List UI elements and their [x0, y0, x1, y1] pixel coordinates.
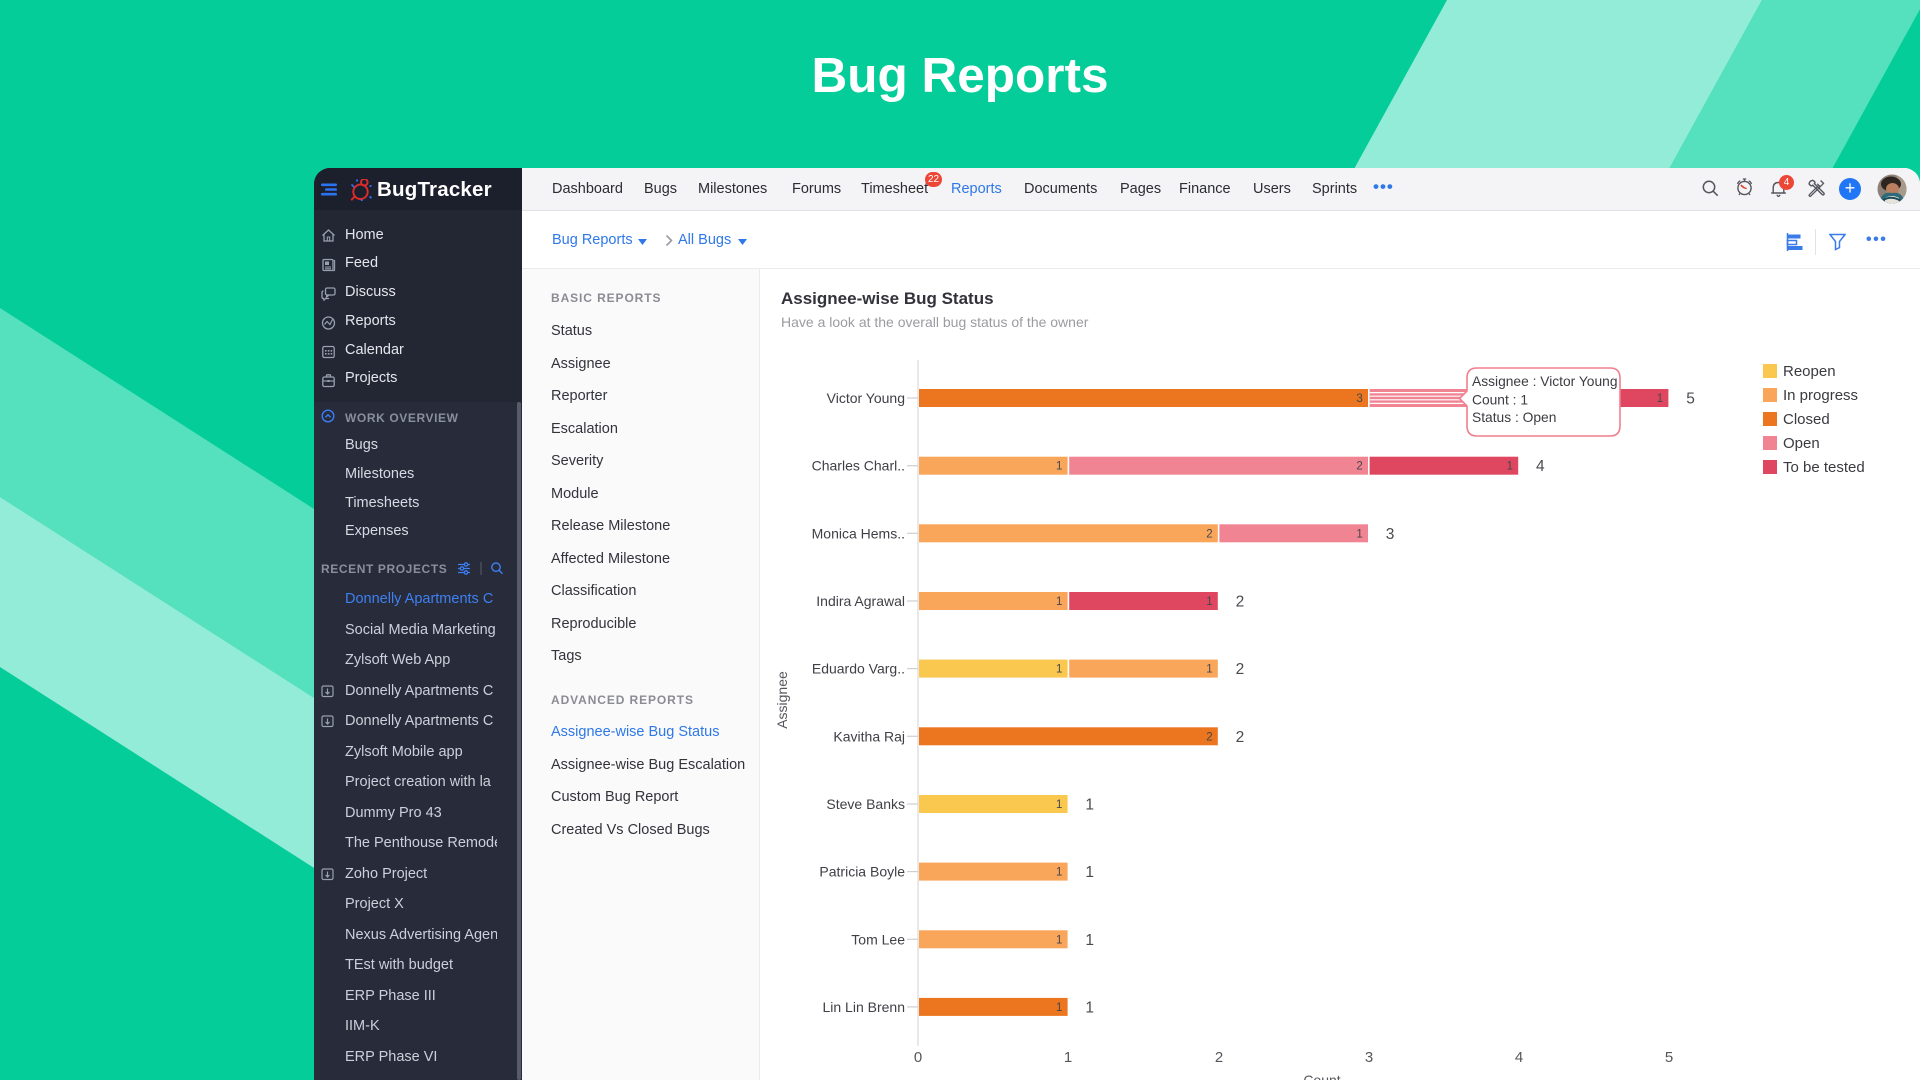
svg-text:Indira Agrawal: Indira Agrawal: [816, 593, 905, 609]
svg-text:To be tested: To be tested: [1783, 459, 1865, 476]
svg-text:2: 2: [1236, 729, 1245, 746]
svg-text:1: 1: [1056, 461, 1062, 473]
svg-text:Count: Count: [1303, 1072, 1340, 1080]
svg-text:Victor Young: Victor Young: [827, 390, 905, 406]
svg-text:Assignee : Victor Young: Assignee : Victor Young: [1472, 374, 1618, 389]
svg-text:Patricia Boyle: Patricia Boyle: [819, 864, 905, 880]
svg-text:2: 2: [1356, 461, 1362, 473]
svg-text:2: 2: [1236, 661, 1245, 678]
svg-text:4: 4: [1536, 458, 1545, 475]
svg-text:1: 1: [1085, 797, 1094, 814]
svg-text:Eduardo Varg..: Eduardo Varg..: [812, 661, 905, 677]
svg-text:2: 2: [1206, 528, 1212, 540]
svg-text:1: 1: [1056, 799, 1062, 811]
svg-text:Closed: Closed: [1783, 411, 1830, 428]
svg-text:Count : 1: Count : 1: [1472, 393, 1528, 408]
svg-text:1: 1: [1085, 864, 1094, 881]
svg-text:5: 5: [1665, 1049, 1673, 1066]
svg-text:1: 1: [1056, 867, 1062, 879]
svg-text:1: 1: [1056, 596, 1062, 608]
svg-text:Steve Banks: Steve Banks: [826, 796, 905, 812]
svg-text:2: 2: [1215, 1049, 1223, 1066]
svg-text:0: 0: [914, 1049, 922, 1066]
svg-text:Kavitha Raj: Kavitha Raj: [833, 728, 905, 744]
svg-text:Charles Charl..: Charles Charl..: [812, 458, 905, 474]
svg-text:1: 1: [1657, 393, 1663, 405]
svg-text:Open: Open: [1783, 435, 1820, 452]
svg-text:2: 2: [1236, 594, 1245, 611]
svg-text:3: 3: [1356, 393, 1362, 405]
svg-text:1: 1: [1056, 1002, 1062, 1014]
svg-text:1: 1: [1064, 1049, 1072, 1066]
svg-text:4: 4: [1515, 1049, 1523, 1066]
svg-text:Assignee: Assignee: [774, 671, 790, 729]
svg-text:In progress: In progress: [1783, 387, 1858, 404]
svg-text:1: 1: [1085, 999, 1094, 1016]
svg-text:Reopen: Reopen: [1783, 363, 1836, 380]
svg-text:1: 1: [1356, 528, 1362, 540]
svg-text:5: 5: [1686, 391, 1695, 408]
svg-text:1: 1: [1206, 596, 1212, 608]
svg-text:3: 3: [1386, 526, 1395, 543]
svg-text:3: 3: [1365, 1049, 1373, 1066]
svg-text:Tom Lee: Tom Lee: [851, 931, 905, 947]
svg-text:Status : Open: Status : Open: [1472, 410, 1556, 425]
svg-text:Lin Lin Brenn: Lin Lin Brenn: [822, 999, 905, 1015]
svg-text:1: 1: [1206, 664, 1212, 676]
svg-text:Monica Hems..: Monica Hems..: [812, 525, 905, 541]
svg-text:1: 1: [1056, 934, 1062, 946]
svg-text:2: 2: [1206, 731, 1212, 743]
svg-text:1: 1: [1056, 664, 1062, 676]
svg-text:1: 1: [1085, 932, 1094, 949]
svg-text:1: 1: [1507, 461, 1513, 473]
